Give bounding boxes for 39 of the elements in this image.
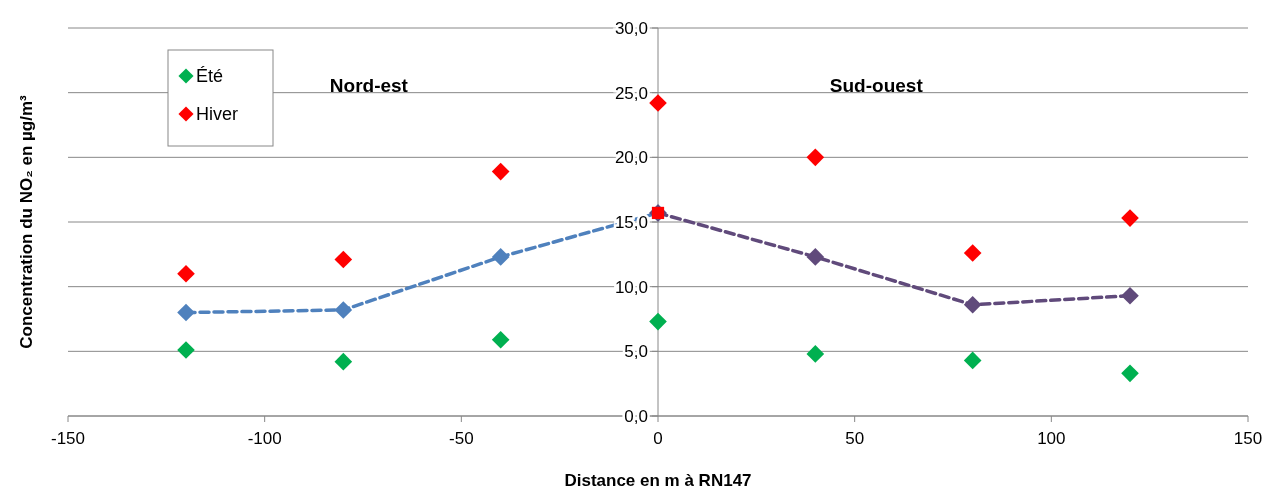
x-tick-label: 0 [653, 429, 663, 448]
point [1121, 209, 1139, 227]
point [806, 148, 825, 167]
point [806, 248, 825, 266]
x-tick-label: -100 [247, 429, 282, 448]
y-tick-label: 10,0 [614, 277, 648, 297]
point [1121, 286, 1139, 305]
legend-label: Hiver [196, 104, 239, 124]
point [649, 94, 667, 112]
point [491, 248, 510, 266]
x-tick-label: 150 [1233, 429, 1263, 448]
point [963, 295, 982, 314]
point [806, 345, 825, 363]
annotation: Sud-ouest [829, 75, 924, 96]
y-tick-label: 0,0 [624, 407, 648, 426]
point [177, 303, 195, 322]
x-tick-label: 100 [1037, 429, 1066, 448]
x-tick-label: 50 [845, 429, 865, 448]
legend-label: Été [196, 66, 224, 86]
y-tick-label: 25,0 [614, 83, 648, 103]
y-tick-label: 30,0 [614, 19, 648, 38]
point [649, 312, 667, 331]
point [334, 250, 353, 269]
point [334, 352, 353, 371]
point [491, 330, 510, 349]
point [177, 264, 195, 283]
point [177, 341, 195, 359]
point [1121, 364, 1139, 383]
point [334, 301, 353, 319]
x-axis-title: Distance en m à RN147 [564, 471, 752, 490]
annotation: Nord-est [329, 75, 409, 96]
y-axis-title: Concentration du NO₂ en µg/m³ [17, 94, 36, 349]
x-tick-label: -50 [449, 429, 474, 448]
point [491, 162, 510, 181]
y-tick-label: 5,0 [624, 342, 648, 362]
point [963, 244, 982, 262]
y-tick-label: 20,0 [614, 148, 648, 168]
x-tick-label: -150 [50, 429, 86, 448]
point [963, 351, 982, 370]
